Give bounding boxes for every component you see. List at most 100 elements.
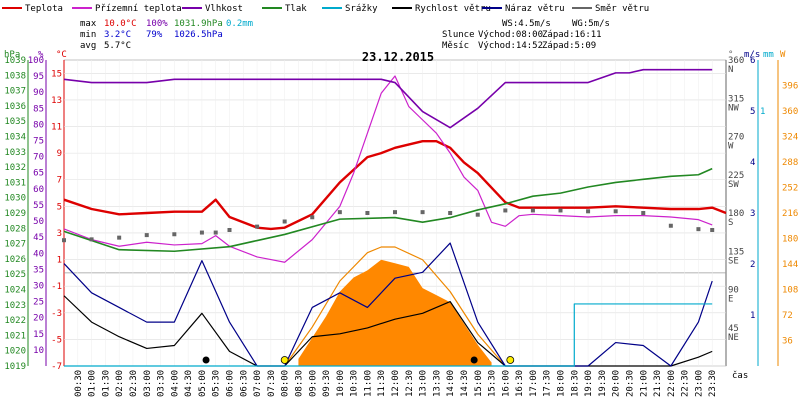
series-prizemni-teplota (63, 75, 713, 263)
y-tick-wind-dir: 225 (728, 171, 744, 181)
stats-max-rain: 0.2mm (226, 19, 253, 29)
x-tick-label: 19:00 (584, 370, 594, 397)
y-tick-pressure: 1034 (4, 133, 26, 143)
wind-dir-point (255, 224, 260, 229)
y-tick-temperature: 3 (57, 229, 62, 239)
x-tick-label: 03:30 (157, 370, 167, 397)
x-tick-label: 14:30 (460, 370, 470, 397)
series-naraz-vetru (63, 242, 713, 367)
x-tick-label: 04:00 (170, 370, 180, 397)
y-tick-wind-dir: 270 (728, 133, 744, 143)
y-tick-pressure: 1028 (4, 224, 26, 234)
y-tick-temperature: 13 (51, 96, 62, 106)
y-tick-wind-dir-dir: NW (728, 103, 739, 113)
y-tick-wind-dir-dir: NE (728, 333, 739, 343)
y-tick-pressure: 1039 (4, 56, 26, 66)
wind-dir-point (710, 228, 715, 232)
x-tick-label: 04:30 (184, 370, 194, 397)
y-tick-pressure: 1031 (4, 178, 26, 188)
x-tick-label: 11:00 (363, 370, 373, 397)
y-tick-solar: 72 (782, 311, 793, 321)
y-tick-temperature: -3 (51, 309, 62, 319)
x-tick-label: 16:30 (515, 370, 525, 397)
y-tick-humidity: 50 (33, 217, 44, 227)
x-tick-label: 22:30 (681, 370, 691, 397)
x-tick-label: 21:30 (653, 370, 663, 397)
wind-dir-point (62, 238, 66, 243)
y-tick-humidity: 45 (33, 233, 44, 243)
wind-dir-point (558, 208, 563, 213)
y-tick-humidity: 85 (33, 104, 44, 114)
unit-degc: °C (56, 50, 67, 60)
unit-cas: čas (732, 370, 748, 381)
x-tick-label: 15:00 (474, 370, 484, 397)
y-tick-humidity: 30 (33, 281, 44, 291)
y-tick-wind-dir: 90 (728, 286, 739, 296)
y-tick-humidity: 95 (33, 72, 44, 82)
y-tick-wind-dir-dir: SW (728, 180, 739, 190)
x-tick-label: 07:30 (267, 370, 277, 397)
y-tick-solar: 36 (782, 337, 793, 347)
x-tick-label: 00:30 (74, 370, 84, 397)
y-tick-humidity: 75 (33, 137, 44, 147)
wind-dir-point (227, 228, 232, 232)
y-tick-solar: 144 (782, 260, 798, 270)
x-tick-label: 23:00 (694, 370, 704, 397)
wind-dir-point (613, 209, 618, 214)
y-tick-wind-dir-dir: SE (728, 256, 739, 266)
wind-dir-point (117, 235, 122, 240)
y-tick-pressure: 1032 (4, 163, 26, 173)
series-teoreticke-zareni (284, 246, 506, 367)
sunrise-marker (280, 356, 289, 364)
tick-labels: 00:30 01:00 01:30 02:00 02:30 03:00 03:30 04:00… (4, 56, 798, 397)
legend-label-naraz: Náraz větru (505, 4, 565, 14)
moon-label: Měsíc (442, 41, 469, 51)
series-srazky (64, 303, 713, 367)
x-tick-label: 19:30 (598, 370, 608, 397)
stats-min-temp: 3.2°C (104, 30, 131, 40)
series-slunecni-zareni (298, 259, 492, 366)
series-vlhkost (63, 68, 713, 129)
y-tick-temperature: -1 (51, 282, 62, 292)
legend-label-srazky: Srážky (345, 4, 378, 14)
unit-pct: % (38, 50, 44, 60)
wind-dir-point (448, 211, 453, 215)
moonrise-marker (470, 356, 478, 364)
moonrise-info: Východ:14:52 (478, 41, 543, 51)
wind-dir-point (172, 232, 177, 237)
stats-min-hum: 79% (146, 30, 163, 40)
x-tick-label: 07:00 (253, 370, 263, 397)
y-tick-wind-dir: 135 (728, 247, 744, 257)
y-tick-solar: 252 (782, 184, 798, 194)
unit-hpa: hPa (4, 50, 20, 60)
x-tick-label: 22:00 (667, 370, 677, 397)
legend-label-prizemni: Přízemní teplota (95, 4, 182, 14)
series-tlak (63, 167, 713, 253)
y-tick-wind-dir-dir: N (728, 65, 733, 75)
series-rychlost-vetru (63, 295, 713, 367)
y-tick-pressure: 1019 (4, 362, 26, 372)
y-tick-wind-speed: 5 (750, 107, 755, 117)
legend-label-teplota: Teplota (25, 4, 63, 14)
y-tick-solar: 324 (782, 133, 798, 143)
sunset-info: Západ:16:11 (542, 30, 602, 40)
wind-dir-point (89, 237, 94, 242)
wind-dir-point (420, 210, 425, 215)
y-tick-pressure: 1033 (4, 148, 26, 158)
y-tick-temperature: -5 (51, 335, 62, 345)
wind-dir-point (696, 227, 701, 232)
x-tick-label: 01:30 (101, 370, 111, 397)
stats-max-hum: 100% (146, 19, 168, 29)
stats-max-press: 1031.9hPa (174, 19, 223, 29)
y-tick-pressure: 1025 (4, 270, 26, 280)
y-tick-pressure: 1027 (4, 240, 26, 250)
wind-dir-point (199, 230, 204, 235)
y-tick-temperature: 7 (57, 176, 62, 186)
y-tick-pressure: 1024 (4, 286, 26, 296)
x-tick-label: 15:30 (488, 370, 498, 397)
x-tick-label: 03:00 (143, 370, 153, 397)
chart-title: 23.12.2015 (362, 50, 434, 64)
y-tick-humidity: 35 (33, 265, 44, 275)
x-tick-label: 08:30 (294, 370, 304, 397)
y-tick-pressure: 1021 (4, 331, 26, 341)
